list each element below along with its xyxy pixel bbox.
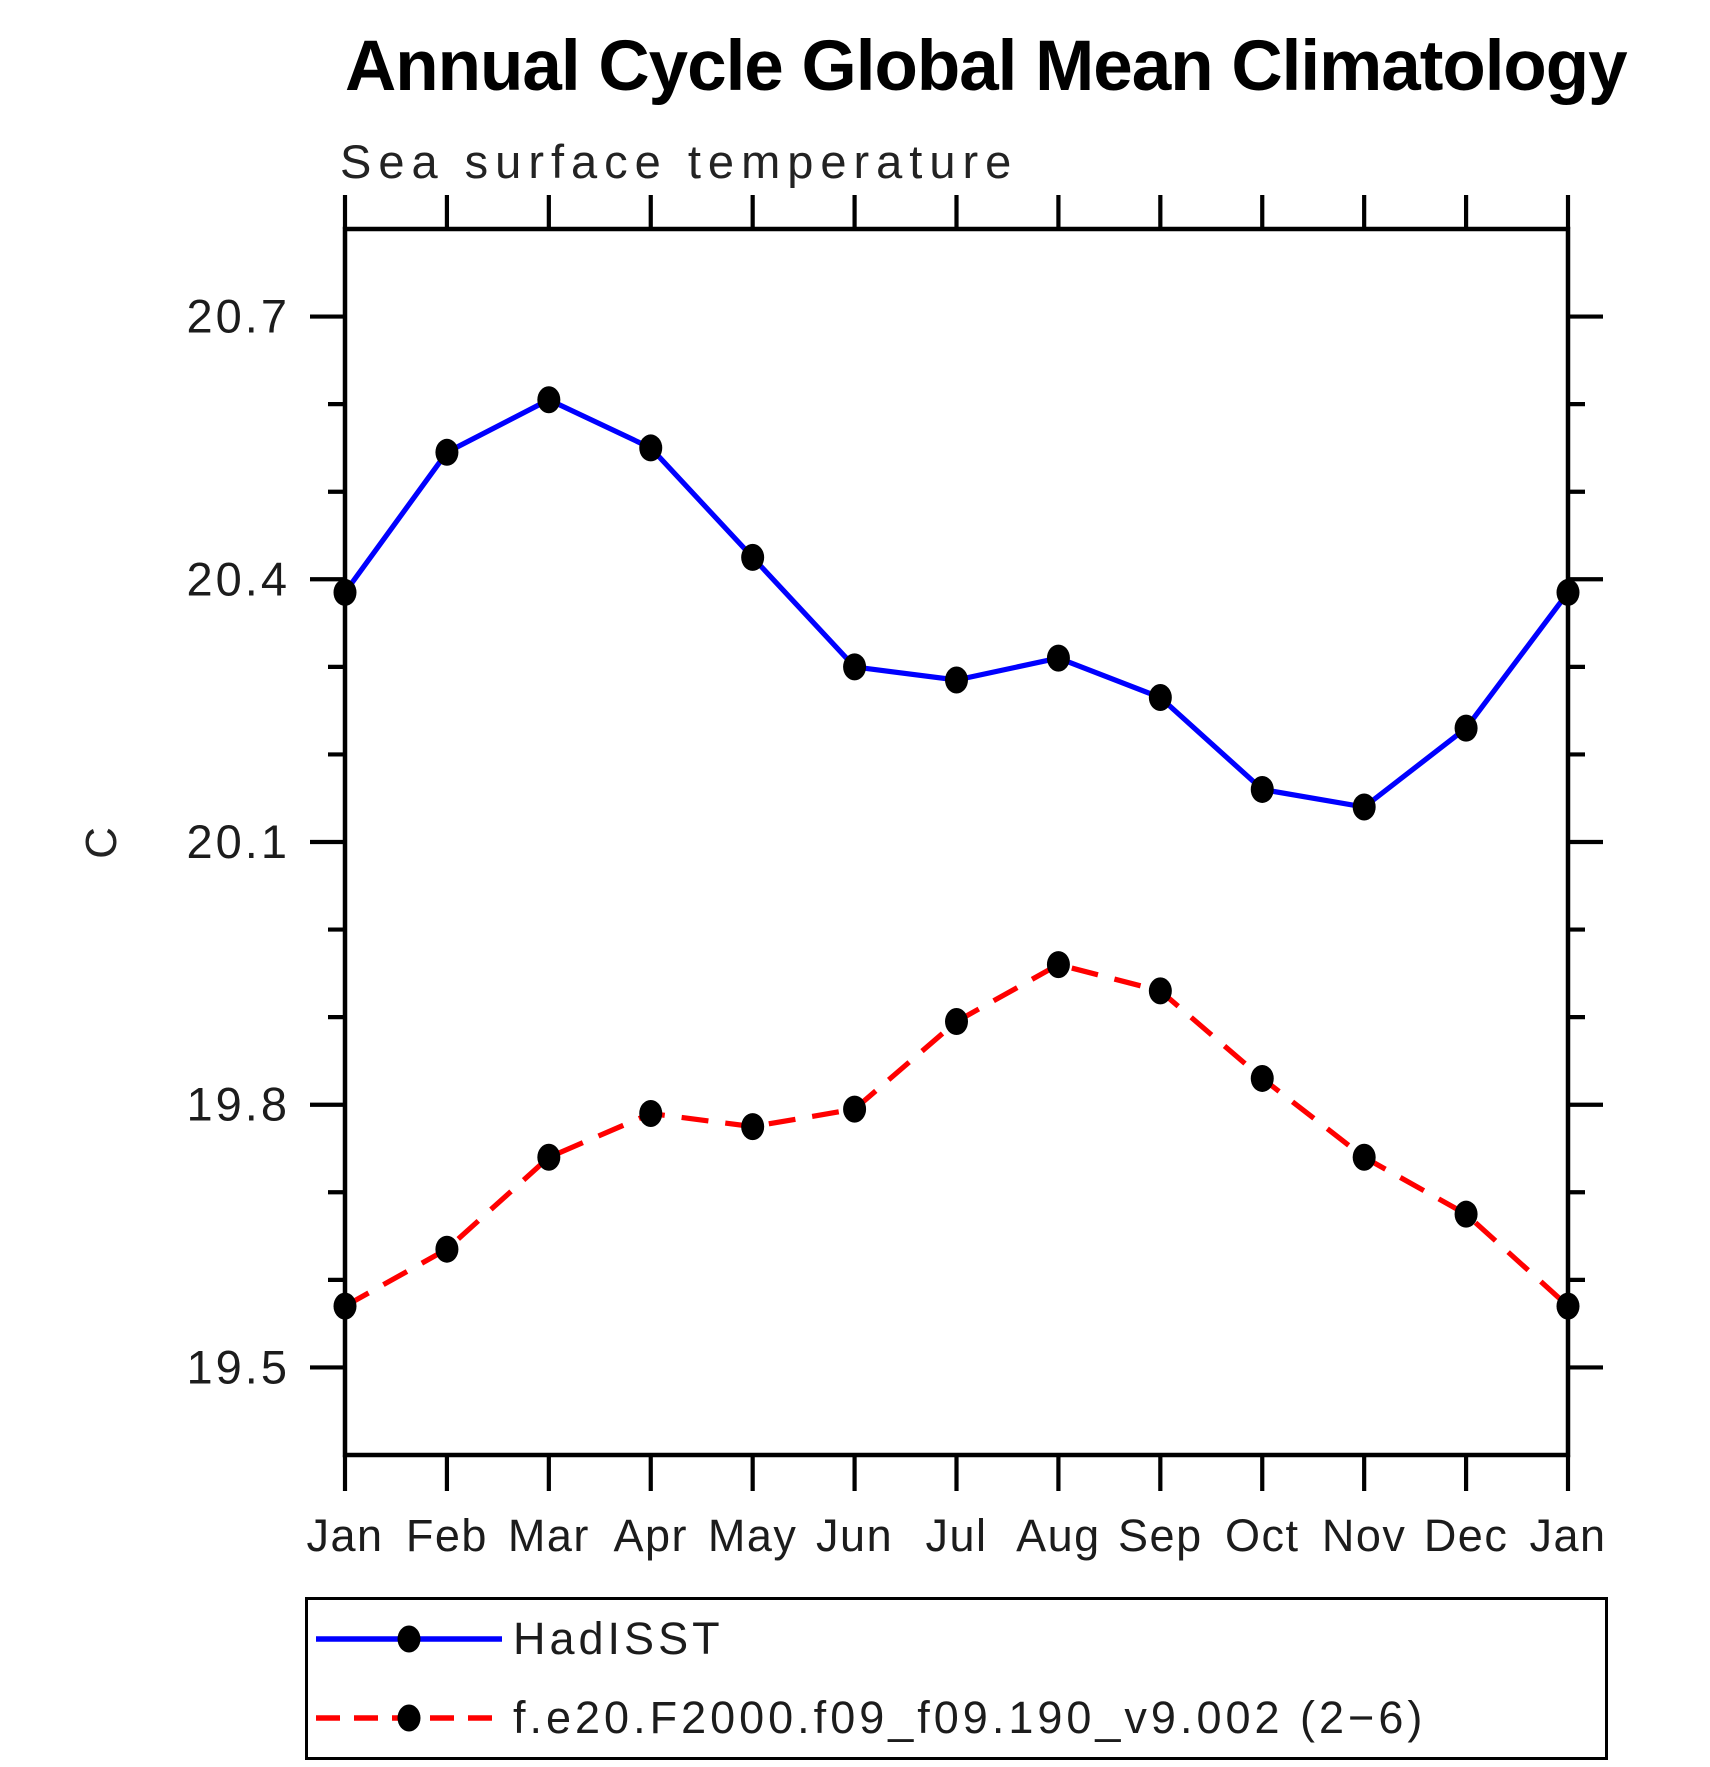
data-point-marker [1352,793,1376,821]
y-tick-label: 19.8 [187,1078,290,1131]
x-tick-label: Jun [816,1510,893,1561]
data-point-marker [1556,1292,1580,1320]
legend-marker-icon [397,1625,421,1653]
data-point-marker [1148,684,1172,712]
x-tick-label: Mar [508,1510,590,1561]
legend-marker-icon [397,1704,421,1732]
y-tick-label: 20.7 [187,290,290,343]
x-tick-label: Nov [1322,1510,1407,1561]
x-tick-label: Aug [1016,1510,1101,1561]
data-point-marker [1250,1064,1274,1092]
series-line-0 [342,396,1571,810]
data-point-marker [843,653,867,681]
x-tick-label: May [708,1510,798,1561]
legend-item-model: f.e20.F2000.f09_f09.190_v9.002 (2−6) [308,1682,1605,1754]
chart-subtitle: Sea surface temperature [340,135,1019,188]
x-tick-label: Sep [1118,1510,1203,1561]
data-point-marker [537,386,561,414]
data-point-marker [435,438,459,466]
data-point-marker [741,1113,765,1141]
data-point-marker [1046,644,1070,672]
data-point-marker [537,1143,561,1171]
x-tick-label: Jan [306,1510,383,1561]
data-point-marker [639,1099,663,1127]
x-tick-label: Dec [1424,1510,1509,1561]
x-tick-label: Jul [925,1510,987,1561]
data-point-marker [1454,1200,1478,1228]
y-tick-label: 20.4 [187,552,290,605]
legend-label-model: f.e20.F2000.f09_f09.190_v9.002 (2−6) [513,1691,1427,1743]
legend-box: HadISST f.e20.F2000.f09_f09.190_v9.002 (… [305,1597,1608,1760]
data-point-marker [1454,714,1478,742]
data-point-marker [945,666,968,694]
y-tick-label: 20.1 [187,815,290,868]
plot-frame [342,226,1571,1458]
legend-line-sample-solid [316,1625,502,1653]
data-point-marker [1250,775,1274,803]
x-tick-label: Feb [406,1510,488,1561]
data-point-marker [945,1008,968,1036]
data-point-marker [333,578,357,606]
data-point-marker [843,1095,867,1123]
x-tick-label: Jan [1529,1510,1606,1561]
data-point-marker [1352,1143,1376,1171]
x-tick-label: Apr [613,1510,688,1561]
data-point-marker [741,543,765,571]
y-tick-label: 19.5 [187,1340,290,1393]
data-point-marker [435,1235,459,1263]
legend-label-hadisst: HadISST [513,1613,724,1665]
data-point-marker [639,434,663,462]
data-point-marker [1046,951,1070,979]
data-point-marker [1556,578,1580,606]
data-point-marker [1148,977,1172,1005]
data-point-marker [333,1292,357,1320]
legend-item-hadisst: HadISST [308,1603,1605,1675]
x-tick-label: Oct [1225,1510,1300,1561]
legend-line-sample-dashed [316,1704,502,1732]
